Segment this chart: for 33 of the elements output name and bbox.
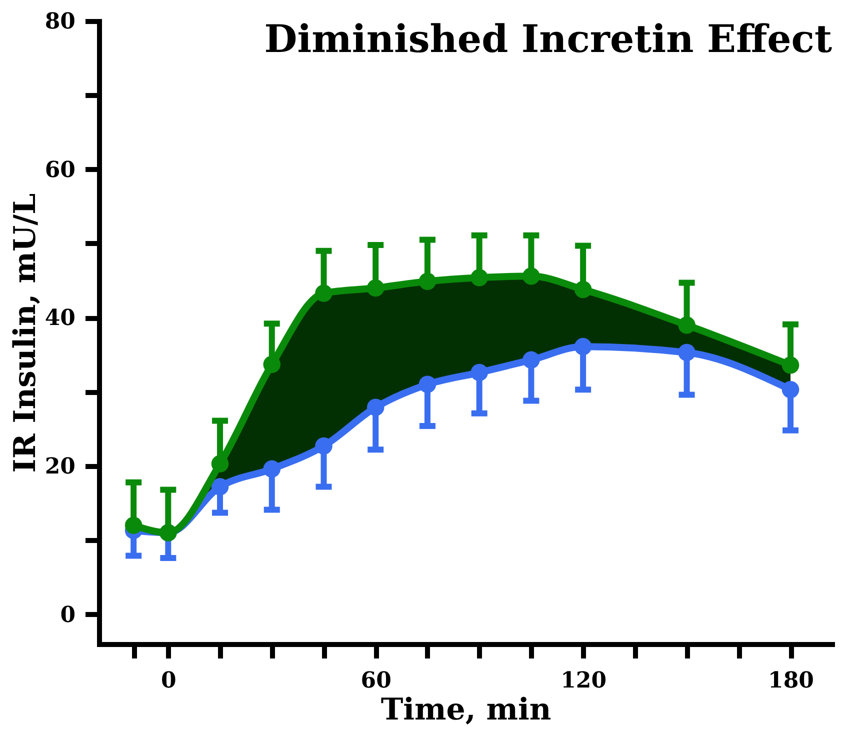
x-tick-label: 0: [160, 668, 176, 694]
x-axis-title: Time, min: [380, 692, 552, 728]
y-tick-label: 20: [44, 454, 76, 480]
point: [263, 460, 281, 478]
point: [782, 380, 800, 398]
y-tick-label: 80: [44, 8, 76, 34]
chart-title: Diminished Incretin Effect: [264, 16, 832, 61]
point: [470, 364, 488, 382]
point: [418, 272, 436, 290]
x-tick-label: 60: [360, 668, 392, 694]
point: [211, 455, 229, 472]
y-axis-title: IR Insulin, mU/L: [8, 193, 43, 473]
point: [366, 398, 384, 416]
point: [678, 316, 696, 334]
point: [522, 267, 540, 285]
point: [315, 284, 332, 302]
point: [211, 478, 229, 496]
point: [782, 356, 800, 374]
point: [124, 516, 142, 534]
point: [263, 356, 281, 374]
y-tick-label: 40: [44, 305, 76, 332]
point: [315, 437, 332, 455]
point: [418, 376, 436, 394]
point: [678, 344, 696, 362]
point: [574, 338, 592, 356]
x-tick-label: 180: [768, 668, 814, 694]
y-tick-label: 0: [60, 602, 76, 628]
point: [574, 280, 592, 298]
point: [366, 279, 384, 297]
y-tick-label: 60: [44, 156, 76, 183]
point: [522, 351, 540, 369]
point: [470, 268, 488, 286]
x-tick-label: 120: [560, 668, 607, 694]
